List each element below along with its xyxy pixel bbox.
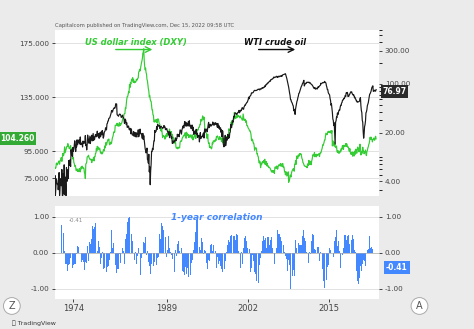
Text: 76.97: 76.97 [383, 87, 407, 96]
Text: -0.41: -0.41 [68, 218, 82, 223]
Text: 1-year correlation: 1-year correlation [171, 214, 263, 222]
Text: 104.260: 104.260 [0, 134, 34, 143]
Text: US dollar index (DXY): US dollar index (DXY) [85, 38, 187, 47]
Text: ⧉ TradingView: ⧉ TradingView [12, 320, 56, 326]
Text: WTI crude oil: WTI crude oil [244, 38, 306, 47]
Text: Capitalcom published on TradingView.com, Dec 15, 2022 09:58 UTC: Capitalcom published on TradingView.com,… [55, 23, 234, 28]
Text: Z: Z [9, 301, 15, 311]
Text: -0.41: -0.41 [386, 263, 408, 272]
Text: A: A [416, 301, 423, 311]
